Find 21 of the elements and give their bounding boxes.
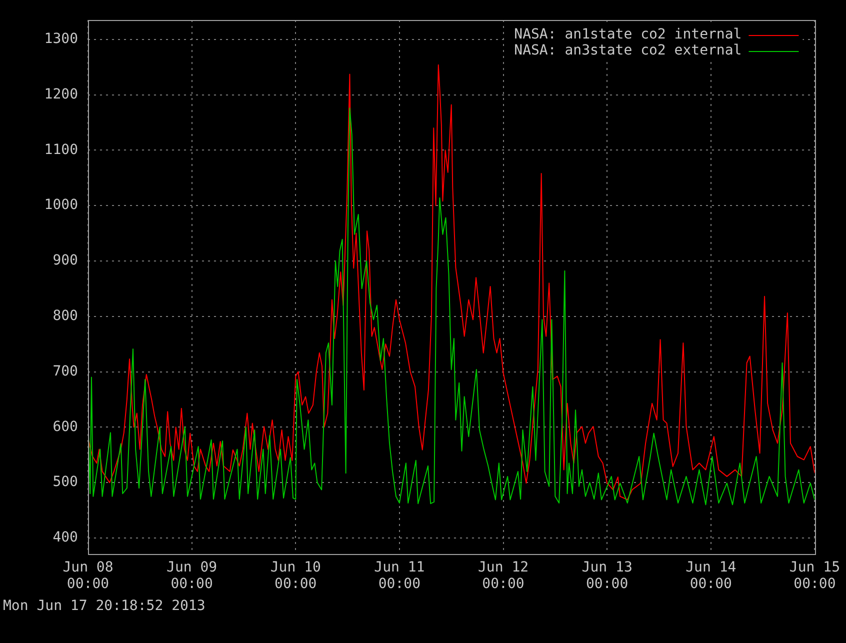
x-tick-label: Jun 09 00:00	[166, 560, 218, 592]
x-tick-label: Jun 13 00:00	[582, 560, 632, 592]
y-tick-label: 1200	[44, 86, 78, 102]
legend-label: NASA: an1state co2 internal	[514, 26, 742, 43]
y-tick-label: 800	[52, 308, 78, 324]
y-tick-label: 600	[52, 418, 78, 435]
x-tick-label: Jun 11 00:00	[374, 560, 425, 592]
text: Mon Jun 17 20:18:52 2013	[3, 598, 206, 614]
x-tick-label: Jun 12 00:00	[478, 560, 529, 592]
y-tick-label: 700	[52, 363, 78, 380]
y-tick-label: 1300	[44, 31, 78, 48]
x-tick-label: Jun 08 00:00	[62, 560, 114, 592]
y-tick-label: 1100	[44, 142, 78, 158]
legend-label: NASA: an3state co2 external	[514, 42, 742, 59]
x-tick-label: Jun 14 00:00	[686, 560, 736, 592]
y-tick-label: 400	[52, 530, 78, 546]
y-tick-label: 900	[52, 252, 78, 269]
y-tick-label: 1000	[44, 197, 78, 214]
y-tick-label: 500	[52, 474, 78, 490]
x-tick-label: Jun 15 00:00	[789, 560, 840, 592]
x-tick-label: Jun 10 00:00	[270, 560, 321, 592]
